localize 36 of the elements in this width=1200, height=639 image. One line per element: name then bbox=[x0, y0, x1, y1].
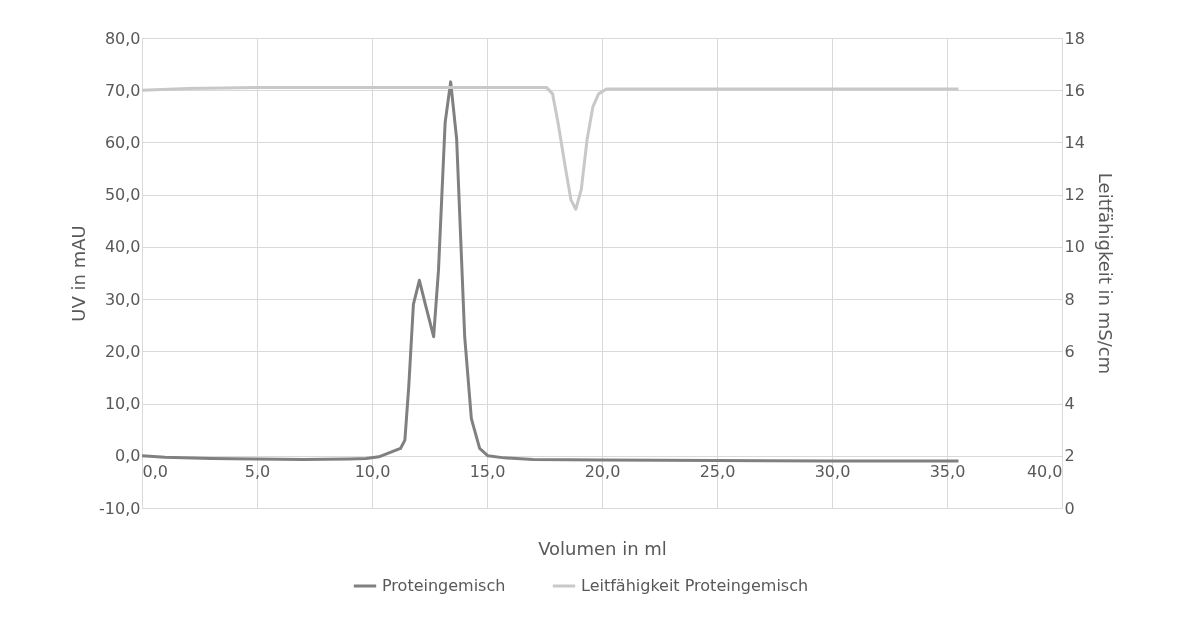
y-tick-label: 10,0 bbox=[104, 394, 141, 414]
x-tick-label: 40,0 bbox=[1026, 462, 1063, 482]
y2-axis-title: Leitfähigkeit in mS/cm bbox=[1094, 172, 1116, 375]
y2-tick-label: 18 bbox=[1064, 28, 1085, 48]
x-tick-label: 10,0 bbox=[354, 462, 391, 482]
y-axis-title: UV in mAU bbox=[68, 225, 90, 322]
x-axis-title: Volumen in ml bbox=[538, 537, 667, 559]
line-series bbox=[140, 80, 960, 463]
y2-tick-label: 4 bbox=[1064, 394, 1075, 414]
y2-tick-label: 14 bbox=[1064, 132, 1085, 152]
x-tick-label: 15,0 bbox=[469, 462, 506, 482]
y-tick-label: 30,0 bbox=[104, 289, 141, 309]
x-tick-label: 30,0 bbox=[814, 462, 851, 482]
y2-tick-label: 2 bbox=[1064, 446, 1075, 466]
y-tick-label: 70,0 bbox=[104, 80, 141, 100]
y-tick-label: 50,0 bbox=[104, 185, 141, 205]
x-tick-label: 25,0 bbox=[699, 462, 736, 482]
line-series bbox=[140, 86, 960, 211]
x-tick-label: 5,0 bbox=[244, 462, 271, 482]
y-tick-label: 60,0 bbox=[104, 132, 141, 152]
y2-tick-label: 6 bbox=[1064, 341, 1075, 361]
y-tick-label: 80,0 bbox=[104, 28, 141, 48]
x-tick-label: 35,0 bbox=[929, 462, 966, 482]
y2-tick-label: 12 bbox=[1064, 185, 1085, 205]
y2-tick-label: 0 bbox=[1064, 498, 1075, 518]
y2-tick-label: 16 bbox=[1064, 80, 1085, 100]
y2-tick-label: 10 bbox=[1064, 237, 1085, 257]
y-tick-label: 0,0 bbox=[115, 446, 141, 466]
y2-tick-label: 8 bbox=[1064, 289, 1075, 309]
x-tick-label: 0,0 bbox=[142, 462, 168, 482]
x-tick-label: 20,0 bbox=[584, 462, 621, 482]
y-tick-label: 20,0 bbox=[104, 341, 141, 361]
y-tick-label: -10,0 bbox=[99, 498, 141, 518]
legend-label: Leitfähigkeit Proteingemisch bbox=[581, 576, 809, 595]
y-tick-label: 40,0 bbox=[104, 237, 141, 257]
legend-label: Proteingemisch bbox=[382, 576, 506, 595]
